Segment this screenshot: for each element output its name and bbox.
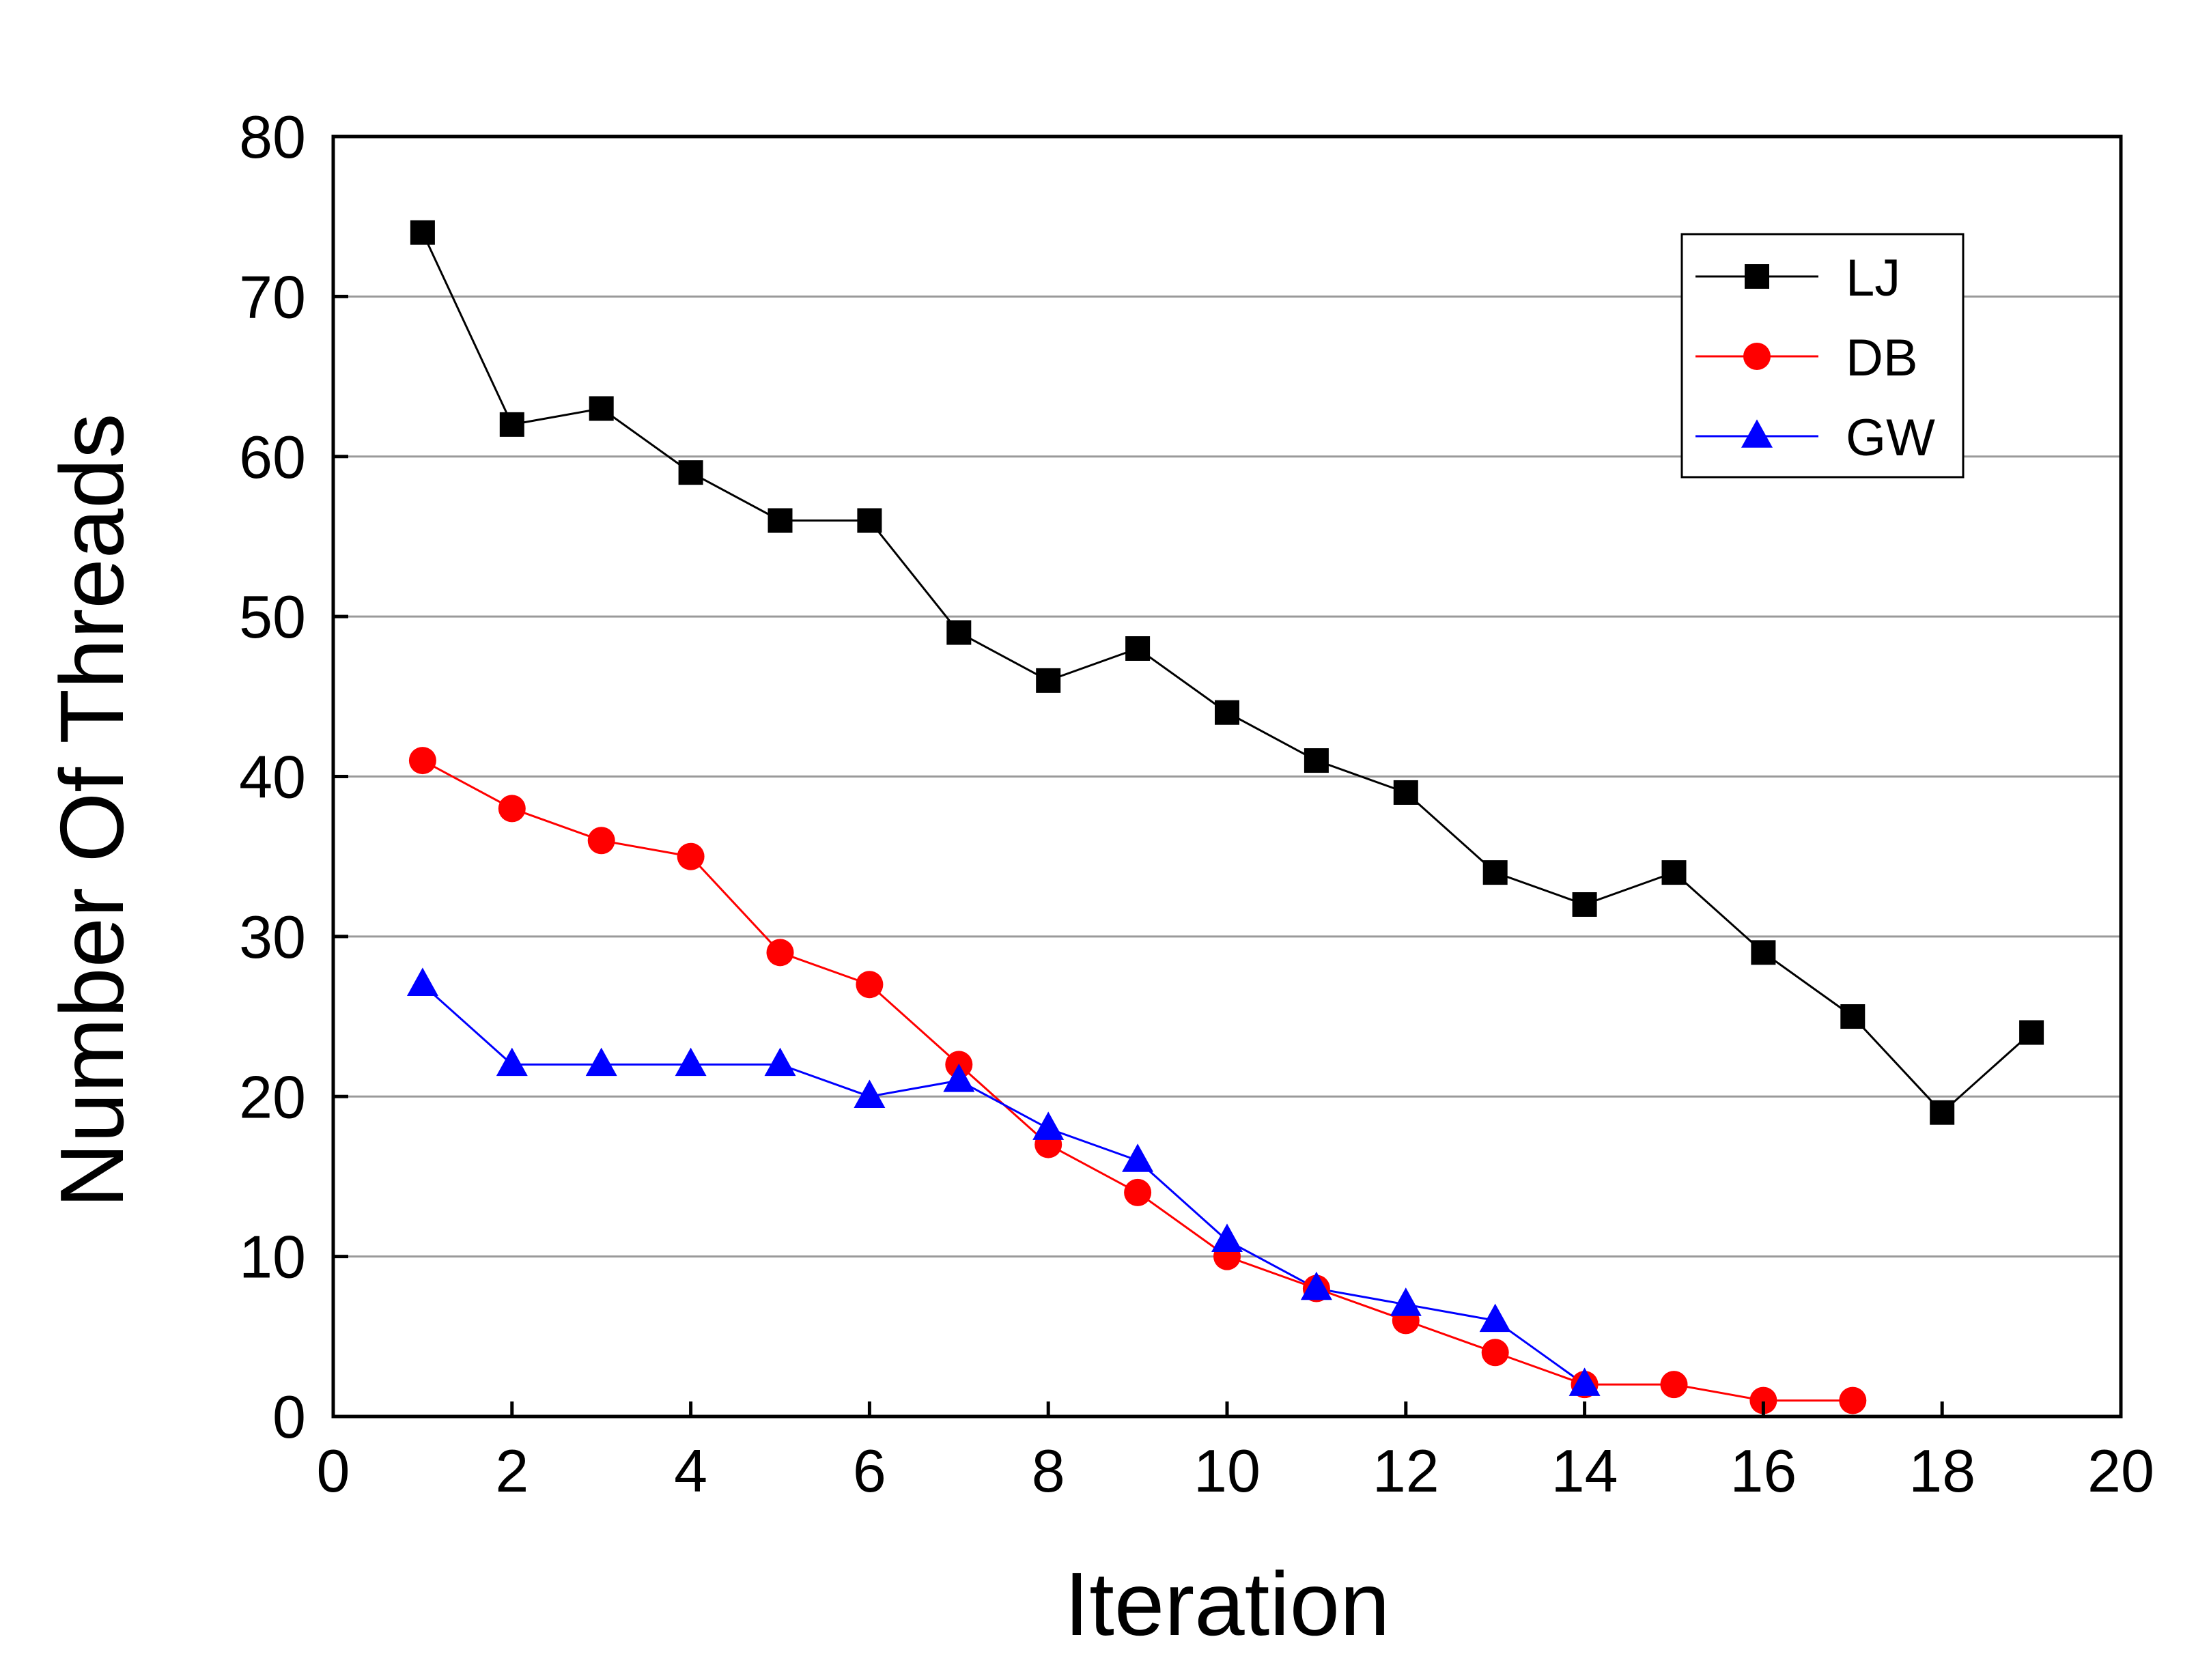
y-tick-label: 60 xyxy=(239,423,306,491)
data-point-db xyxy=(856,971,884,999)
y-tick-label: 40 xyxy=(239,743,306,811)
data-point-lj xyxy=(1751,940,1776,965)
data-point-db xyxy=(1124,1178,1152,1206)
data-point-lj xyxy=(499,412,524,437)
data-point-lj xyxy=(410,220,435,245)
x-tick-label: 10 xyxy=(1194,1437,1261,1505)
data-point-gw xyxy=(1390,1287,1422,1316)
x-axis-title: Iteration xyxy=(1065,1554,1390,1654)
data-point-gw xyxy=(1300,1271,1332,1300)
data-point-db xyxy=(766,939,794,967)
y-tick-label: 0 xyxy=(272,1383,306,1451)
data-point-lj xyxy=(1036,668,1061,693)
y-axis-title: Number Of Threads xyxy=(42,413,142,1208)
data-point-gw xyxy=(496,1047,528,1077)
data-point-db xyxy=(1749,1386,1777,1414)
data-point-db xyxy=(498,795,526,823)
x-tick-label: 12 xyxy=(1372,1437,1439,1505)
x-tick-label: 6 xyxy=(853,1437,886,1505)
legend-marker-gw xyxy=(1741,419,1773,448)
x-tick-label: 2 xyxy=(495,1437,529,1505)
x-tick-label: 14 xyxy=(1551,1437,1618,1505)
data-point-lj xyxy=(1304,748,1329,773)
data-point-db xyxy=(1481,1339,1509,1367)
data-point-gw xyxy=(1479,1303,1511,1333)
data-point-gw xyxy=(1122,1143,1154,1172)
data-point-db xyxy=(408,747,436,775)
data-point-lj xyxy=(1930,1100,1955,1125)
data-point-gw xyxy=(406,967,438,996)
legend-label-db: DB xyxy=(1846,329,1918,387)
x-tick-label: 16 xyxy=(1730,1437,1797,1505)
data-point-gw xyxy=(585,1047,617,1077)
legend: LJ DB GW xyxy=(1680,233,1965,479)
y-tick-label: 80 xyxy=(239,103,306,171)
data-point-gw xyxy=(943,1064,975,1092)
x-tick-label: 0 xyxy=(317,1437,350,1505)
data-point-lj xyxy=(768,508,793,533)
y-tick-label: 50 xyxy=(239,583,306,651)
data-point-db xyxy=(587,827,615,855)
y-tick-label: 20 xyxy=(239,1063,306,1130)
data-point-lj xyxy=(1393,780,1418,805)
axis-tick-labels: 0 2 4 6 8 10 12 14 16 18 20 0 10 20 30 40 50 60 70 80 xyxy=(239,103,2154,1505)
data-point-lj xyxy=(1572,892,1597,917)
data-point-gw xyxy=(854,1079,886,1109)
x-tick-label: 8 xyxy=(1032,1437,1065,1505)
data-point-gw xyxy=(675,1047,707,1077)
legend-marker-lj xyxy=(1745,264,1769,289)
x-tick-label: 4 xyxy=(674,1437,707,1505)
series-markers xyxy=(406,220,2044,1414)
data-point-lj xyxy=(1125,636,1151,661)
data-point-lj xyxy=(678,460,703,485)
x-tick-label: 18 xyxy=(1909,1437,1975,1505)
data-point-gw xyxy=(1211,1223,1243,1252)
data-point-gw xyxy=(764,1047,796,1077)
data-point-lj xyxy=(1840,1004,1866,1029)
data-point-lj xyxy=(589,396,614,421)
x-tick-label: 20 xyxy=(2087,1437,2154,1505)
legend-marker-db xyxy=(1743,343,1771,370)
axis-ticks xyxy=(331,134,2123,1419)
y-tick-label: 10 xyxy=(239,1223,306,1291)
data-point-db xyxy=(1839,1386,1867,1414)
data-point-lj xyxy=(2019,1020,2044,1045)
data-point-db xyxy=(1660,1371,1688,1399)
data-point-gw xyxy=(1032,1111,1065,1140)
series-line-gw xyxy=(421,984,1586,1386)
y-tick-label: 70 xyxy=(239,263,306,330)
legend-label-lj: LJ xyxy=(1846,249,1900,307)
data-point-lj xyxy=(946,620,972,645)
legend-label-gw: GW xyxy=(1846,409,1935,467)
data-point-lj xyxy=(1661,860,1687,885)
data-point-db xyxy=(677,842,705,870)
y-tick-label: 30 xyxy=(239,903,306,971)
data-point-lj xyxy=(857,508,882,533)
data-point-gw xyxy=(1568,1367,1601,1396)
data-point-lj xyxy=(1482,860,1508,885)
data-point-lj xyxy=(1215,700,1239,725)
